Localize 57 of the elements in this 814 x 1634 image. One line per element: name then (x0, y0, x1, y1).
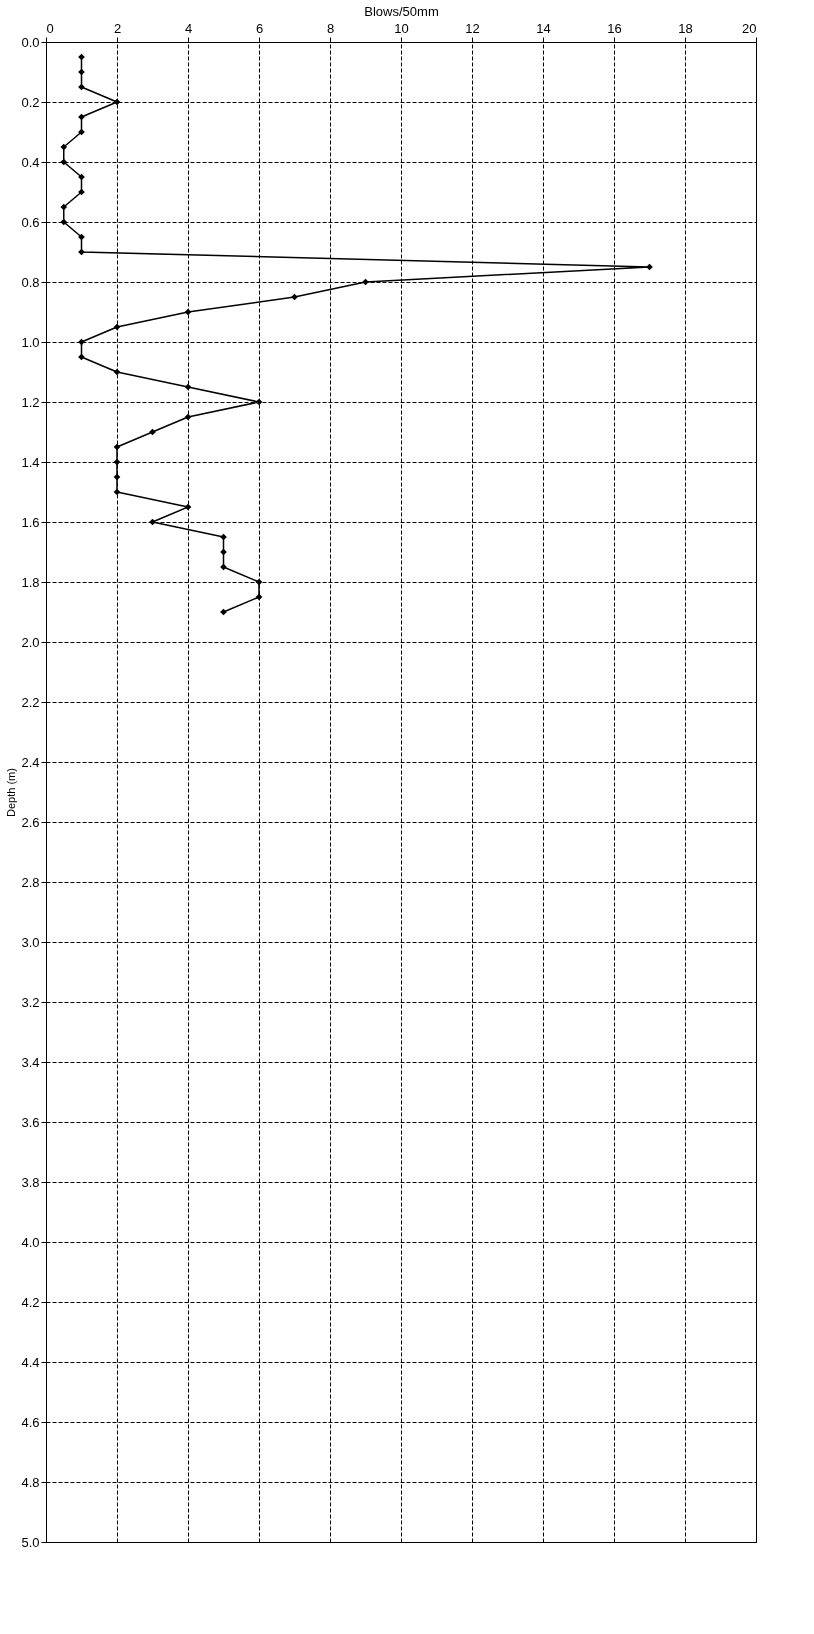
point (113, 443, 121, 451)
x-tick-label: 0 (46, 20, 54, 36)
x-tick-label: 4 (184, 20, 193, 36)
x-tick-label: 2 (113, 20, 122, 36)
point (184, 503, 192, 511)
y-tick-label: 0.8 (21, 274, 40, 290)
y-tick-label: 4.6 (21, 1414, 40, 1430)
y-tick-label: 1.2 (21, 394, 40, 410)
y-tick-label: 4.4 (21, 1354, 40, 1370)
y-tick-label: 0.2 (21, 94, 40, 110)
point (113, 488, 121, 496)
point (113, 368, 121, 376)
point (60, 218, 68, 226)
y-axis-title: Depth (m) (5, 768, 18, 817)
y-tick-label: 4.2 (21, 1294, 40, 1310)
point (113, 473, 121, 481)
x-tick-label: 12 (465, 20, 480, 36)
x-tick-label: 8 (326, 20, 335, 36)
y-tick-label: 0.6 (21, 214, 40, 230)
point (255, 593, 263, 601)
y-tick-label: 2.6 (21, 814, 40, 830)
y-tick-label: 0.4 (21, 154, 40, 170)
y-tick-label: 2.0 (21, 634, 40, 650)
y-tick-label: 1.6 (21, 514, 40, 530)
x-tick-label: 14 (536, 20, 551, 36)
x-tick-label: 18 (678, 20, 693, 36)
point (184, 308, 192, 316)
y-tick-label: 5.0 (21, 1534, 40, 1550)
y-tick-label: 2.2 (21, 694, 40, 710)
y-tick-label: 3.0 (21, 934, 40, 950)
x-tick-label: 20 (742, 20, 757, 36)
y-tick-label: 3.2 (21, 994, 40, 1010)
point (113, 98, 121, 106)
y-tick-label: 3.6 (21, 1114, 40, 1130)
point (255, 398, 263, 406)
y-tick-label: 4.8 (21, 1474, 40, 1490)
x-tick-label: 16 (607, 20, 622, 36)
point (113, 458, 121, 466)
y-tick-label: 2.4 (21, 754, 40, 770)
point (184, 383, 192, 391)
x-tick-label: 6 (255, 20, 264, 36)
point (113, 323, 121, 331)
point (184, 413, 192, 421)
x-axis-title: Blows/50mm (364, 3, 439, 19)
y-tick-label: 0.0 (21, 34, 40, 50)
x-tick-label: 10 (394, 20, 409, 36)
y-tick-label: 3.4 (21, 1054, 40, 1070)
y-tick-label: 1.8 (21, 574, 40, 590)
y-tick-label: 1.0 (21, 334, 40, 350)
y-tick-label: 2.8 (21, 874, 40, 890)
y-tick-label: 3.8 (21, 1174, 40, 1190)
point (60, 158, 68, 166)
point (60, 143, 68, 151)
y-tick-label: 4.0 (21, 1234, 40, 1250)
point (60, 203, 68, 211)
point (255, 578, 263, 586)
y-tick-label: 1.4 (21, 454, 40, 470)
